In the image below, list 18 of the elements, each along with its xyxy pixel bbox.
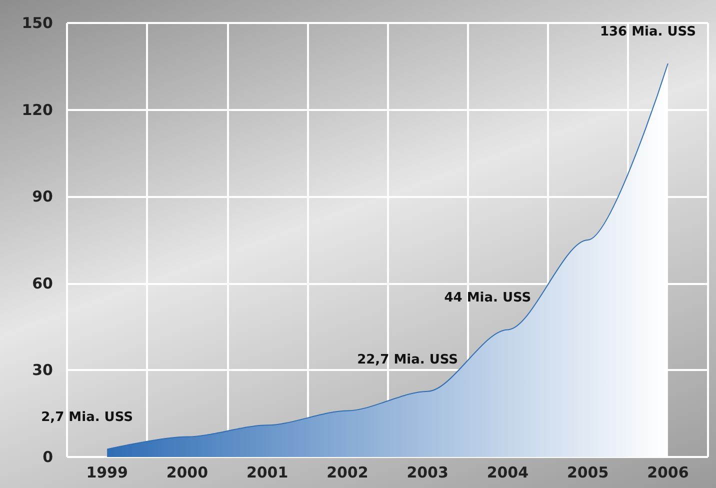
x-tick-label: 2001 [246, 464, 288, 482]
data-label: 22,7 Mia. USS [357, 352, 458, 368]
x-tick-label: 2000 [166, 464, 208, 482]
y-tick-label: 120 [22, 100, 53, 119]
x-tick-label: 2003 [406, 464, 448, 482]
y-tick-label: 150 [22, 14, 53, 32]
y-tick-label: 60 [32, 274, 53, 292]
x-tick-label: 1999 [86, 464, 128, 482]
x-tick-label: 2004 [486, 464, 529, 482]
y-tick-label: 30 [32, 361, 53, 380]
x-tick-label: 2002 [326, 464, 368, 482]
x-tick-label: 2005 [566, 464, 609, 482]
data-label: 136 Mia. USS [600, 24, 696, 40]
x-tick-label: 2006 [647, 464, 689, 482]
data-label: 44 Mia. USS [444, 290, 532, 306]
y-tick-label: 90 [32, 188, 53, 206]
data-label: 2,7 Mia. USS [41, 410, 134, 426]
y-tick-label: 0 [42, 448, 53, 466]
